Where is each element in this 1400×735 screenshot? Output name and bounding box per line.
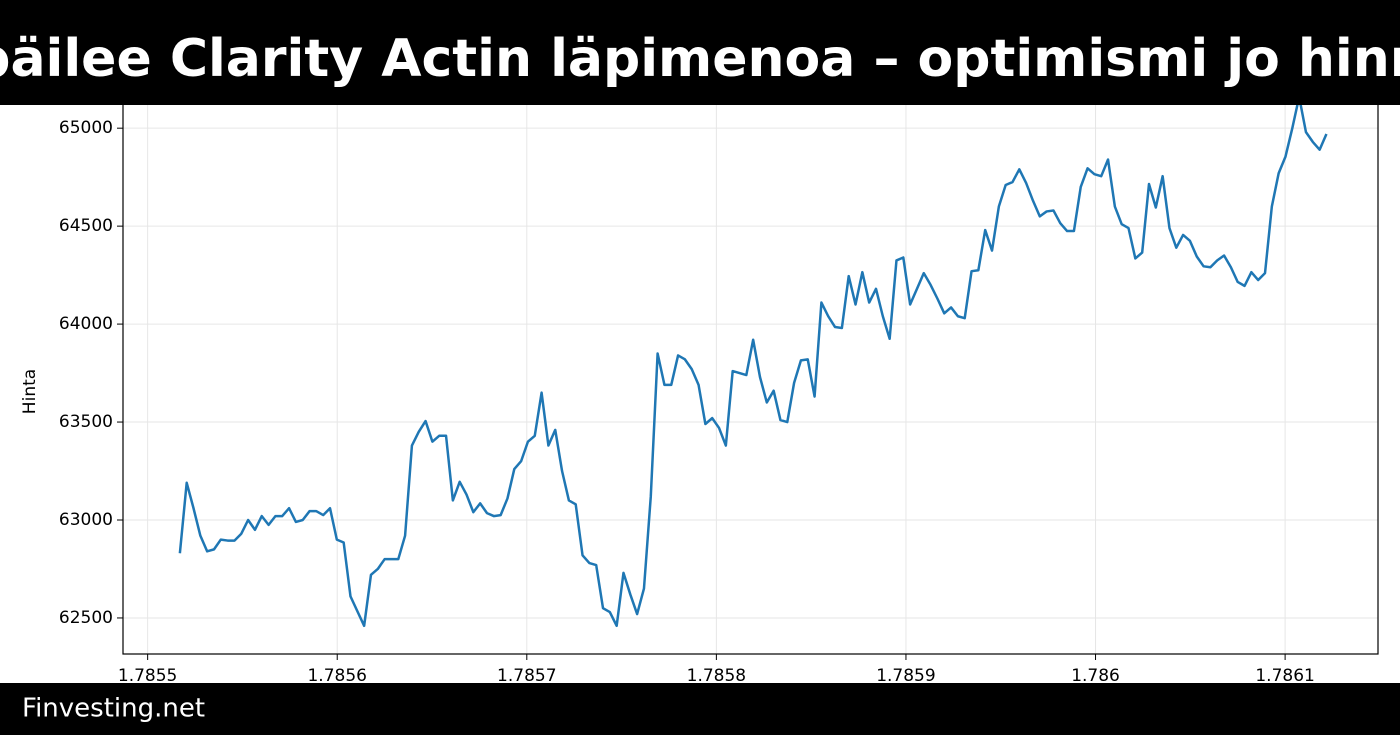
x-tick-label: 1.7861 (1255, 666, 1314, 686)
price-line (178, 95, 1328, 628)
x-tick-label: 1.7857 (497, 666, 556, 686)
x-tick-label: 1.7859 (876, 666, 935, 686)
y-tick-label: 62500 (59, 608, 113, 628)
y-tick-label: 63500 (59, 412, 113, 432)
x-tick-label: 1.786 (1071, 666, 1120, 686)
y-tick-label: 65000 (59, 118, 113, 138)
x-tick-label: 1.7855 (118, 666, 177, 686)
y-tick-label: 63000 (59, 510, 113, 530)
x-tick-label: 1.7858 (687, 666, 746, 686)
chart: 62500 63000 63500 64000 64500 65000 1.7855 1.78… (20, 88, 1379, 686)
y-tick-label: 64500 (59, 216, 113, 236)
x-tick-label: 1.7856 (307, 666, 366, 686)
y-axis-label: Hinta (20, 369, 40, 414)
headline: päilee Clarity Actin läpimenoa – optimis… (0, 29, 1400, 89)
plot-frame (122, 88, 1379, 655)
y-tick-label: 64000 (59, 314, 113, 334)
title-banner (0, 0, 1400, 105)
footer-bar (0, 683, 1400, 735)
brand: Finvesting.net (22, 694, 205, 724)
